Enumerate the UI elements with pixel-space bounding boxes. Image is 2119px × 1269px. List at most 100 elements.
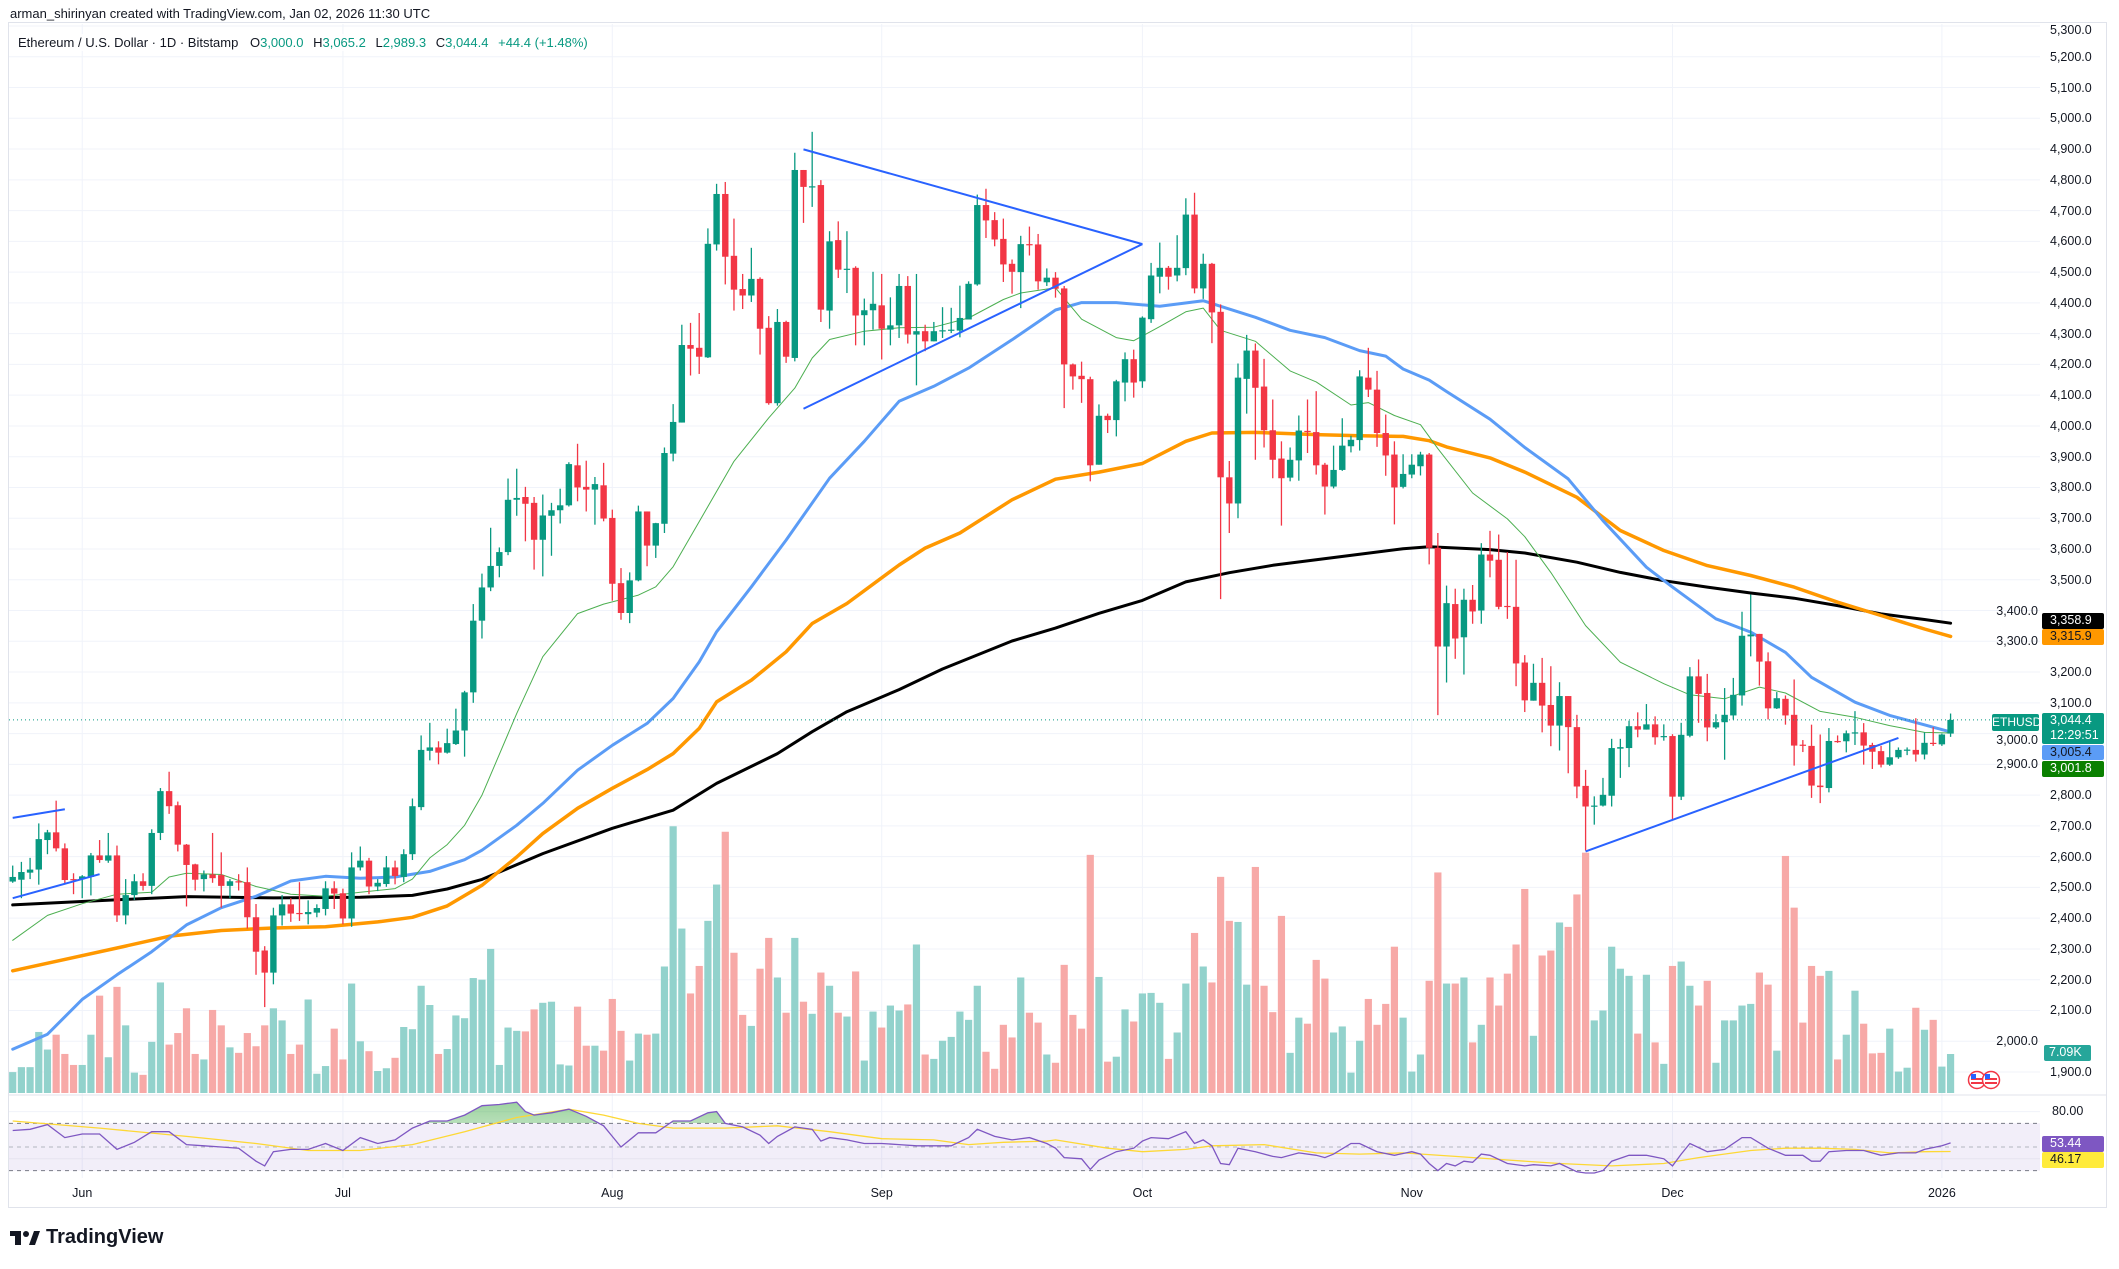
candle <box>1929 727 1937 746</box>
volume-bar <box>825 985 834 1093</box>
candle <box>365 857 373 895</box>
candle <box>226 879 234 899</box>
candle <box>496 547 503 578</box>
candle-body <box>1808 745 1815 786</box>
volume-bar <box>782 1012 790 1093</box>
volume-bar <box>443 1049 451 1093</box>
candle <box>1026 226 1033 256</box>
candle <box>626 572 633 624</box>
candle <box>1321 462 1329 515</box>
candle <box>1339 418 1346 471</box>
candle <box>1313 391 1320 475</box>
rsi-overbought-fill <box>424 1102 726 1123</box>
candle <box>1625 720 1633 768</box>
price-tick-label: 3,600.0 <box>2050 542 2092 556</box>
candle <box>713 183 720 251</box>
candle <box>1130 349 1137 398</box>
candle-body <box>452 730 460 745</box>
candle-body <box>852 267 859 316</box>
candle <box>148 829 155 895</box>
volume-bar <box>182 1008 191 1093</box>
candle-body <box>1417 454 1424 467</box>
candle <box>878 273 885 360</box>
price-tick-label: 3,200.0 <box>2050 665 2092 680</box>
us-flag-icon[interactable] <box>1981 1070 2001 1090</box>
volume-bar <box>521 1031 530 1093</box>
volume-bar <box>791 937 799 1093</box>
volume-bar <box>1034 1022 1042 1093</box>
candle <box>669 404 677 462</box>
candle <box>113 845 121 922</box>
volume-bar <box>1781 855 1790 1093</box>
candle-body <box>1756 633 1763 662</box>
candle-body <box>1008 263 1016 272</box>
volume-bar <box>1382 1003 1390 1093</box>
symbol-title[interactable]: Ethereum / U.S. Dollar · 1D · Bitstamp <box>18 35 239 50</box>
candle <box>52 800 60 852</box>
candle-body <box>1921 742 1928 755</box>
volume-bar <box>1008 1037 1016 1093</box>
candle <box>9 865 16 883</box>
volume-bar <box>1721 1020 1729 1093</box>
candle <box>1104 413 1111 434</box>
candle-body <box>1165 267 1172 277</box>
candle <box>452 708 460 745</box>
candle-body <box>1851 732 1859 734</box>
candle <box>1295 415 1303 481</box>
candle-body <box>843 268 851 270</box>
candle-body <box>617 583 625 613</box>
time-tick-label: Aug <box>601 1186 624 1200</box>
volume-bar <box>1495 1005 1503 1093</box>
time-tick-label: Nov <box>1400 1186 1423 1200</box>
rsi-pane <box>9 1101 2040 1174</box>
candle-body <box>1582 785 1589 807</box>
candle-body <box>105 855 112 861</box>
price-tick-label: 3,300.0 <box>1996 634 2038 649</box>
tradingview-logo[interactable]: TradingView <box>10 1226 163 1249</box>
candle <box>504 478 512 556</box>
volume-bar <box>52 1034 60 1093</box>
candle-body <box>487 565 494 588</box>
candle <box>1347 435 1355 453</box>
volume-bar <box>878 1027 886 1093</box>
candle-body <box>1087 379 1094 466</box>
volume-bar <box>1573 894 1581 1093</box>
candle-body <box>1339 445 1346 470</box>
candle <box>435 741 442 765</box>
candle-body <box>1782 698 1789 716</box>
volume-bar <box>904 1004 912 1093</box>
candle-body <box>1156 267 1163 277</box>
candle <box>600 462 607 522</box>
volume-bar <box>1946 1054 1955 1093</box>
candle <box>1278 441 1285 526</box>
price-tick-label: 4,100.0 <box>2050 388 2092 403</box>
candle <box>1113 379 1120 437</box>
candle <box>1530 663 1537 701</box>
candle <box>235 874 242 891</box>
volume-bar <box>1460 977 1468 1093</box>
candle-body <box>808 186 816 188</box>
candle <box>1391 441 1398 525</box>
candle-body <box>1834 740 1841 743</box>
volume-bar <box>1807 965 1816 1093</box>
candle <box>1660 724 1667 741</box>
volume-bar <box>252 1046 260 1093</box>
candle <box>904 276 911 344</box>
candle <box>982 188 990 238</box>
candle-body <box>1034 244 1042 282</box>
ma-blue-line <box>11 299 1953 1051</box>
volume-bar <box>1729 1020 1737 1093</box>
candle-body <box>1313 432 1320 466</box>
volume-bar <box>1347 1072 1355 1093</box>
candle <box>1738 611 1746 706</box>
candle <box>1434 533 1442 716</box>
candle <box>1686 667 1694 738</box>
volume-bar <box>1199 966 1207 1093</box>
trendline <box>803 148 1143 246</box>
candle <box>174 801 182 852</box>
volume-bar <box>460 1018 469 1093</box>
volume-bar <box>165 1044 173 1093</box>
candle <box>991 212 998 247</box>
us-flag-icon[interactable] <box>1967 1070 1987 1090</box>
